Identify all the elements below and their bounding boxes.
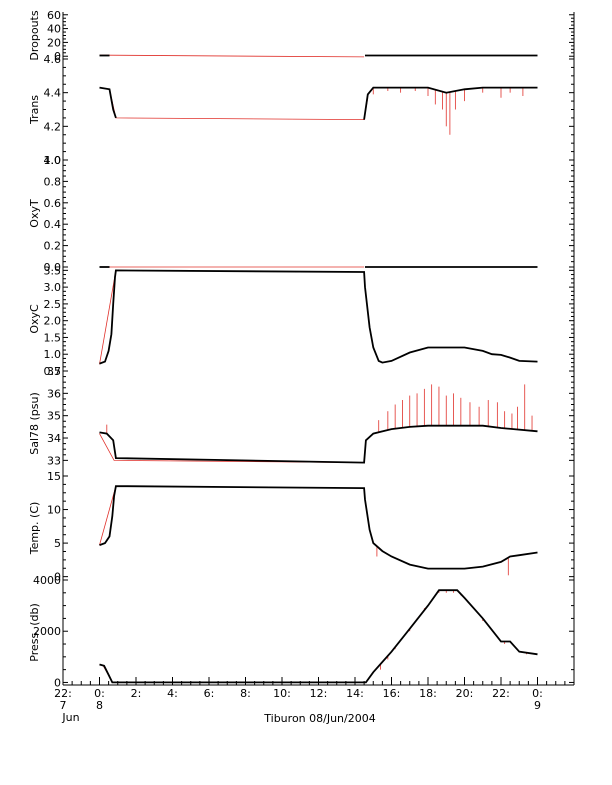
- y-axis-title: OxyC: [28, 304, 41, 334]
- y-tick-label: 0: [54, 50, 61, 63]
- x-tick-label: 4:: [167, 687, 178, 700]
- y-tick-label: 35: [47, 410, 61, 423]
- y-tick-label: 2.5: [44, 298, 62, 311]
- x-tick-sublabel: 7: [60, 699, 67, 712]
- y-tick-label: 2000: [33, 625, 61, 638]
- y-tick-label: 36: [47, 387, 61, 400]
- x-tick-label: 14:: [346, 687, 364, 700]
- y-tick-label: 4.2: [44, 120, 62, 133]
- y-tick-label: 40: [47, 23, 61, 36]
- raw-series-line: [99, 54, 365, 58]
- main-series-line: [99, 86, 117, 119]
- main-series-line: [99, 269, 538, 365]
- y-tick-label: 1.0: [44, 154, 62, 167]
- y-tick-label: 4.6: [44, 53, 62, 66]
- press-panel: 0 2000 4000 Press. (db): [28, 574, 575, 689]
- y-tick-label: 10: [47, 504, 61, 517]
- temp-panel: 0 5 10 15 Temp. (C): [28, 470, 575, 584]
- y-tick-label: 0.0: [44, 261, 62, 274]
- x-tick-label: 10:: [273, 687, 291, 700]
- y-tick-label: 20: [47, 36, 61, 49]
- raw-series-line: [99, 87, 369, 121]
- y-tick-label: 4000: [33, 574, 61, 587]
- main-series-line: [99, 424, 538, 464]
- x-tick-label: 18:: [419, 687, 437, 700]
- y-tick-label: 0.5: [44, 365, 62, 378]
- x-tick-sublabel-month: Jun: [61, 711, 79, 724]
- raw-series-line: [99, 485, 365, 546]
- x-tick-sublabel: 9: [534, 699, 541, 712]
- main-series-line: [99, 589, 538, 684]
- x-tick-label: 0:: [94, 687, 105, 700]
- y-tick-label: 34: [47, 432, 61, 445]
- y-tick-label: 5: [54, 537, 61, 550]
- y-axis-title: OxyT: [28, 199, 41, 228]
- x-tick-label: 22:: [54, 687, 72, 700]
- main-series-line: [99, 485, 538, 570]
- y-tick-label: 1.5: [44, 331, 62, 344]
- oxyt-panel: 0.0 0.2 0.4 0.6 0.8 1.0 OxyT: [28, 154, 575, 274]
- x-tick-label: 6:: [204, 687, 215, 700]
- raw-series-line: [99, 269, 365, 365]
- y-tick-label: 3.5: [44, 264, 62, 277]
- x-tick-label: 0:: [532, 687, 543, 700]
- y-tick-label: 0: [54, 676, 61, 689]
- x-tick-label: 12:: [310, 687, 328, 700]
- x-axis-title: Tiburon 08/Jun/2004: [263, 712, 375, 725]
- y-tick-label: 15: [47, 470, 61, 483]
- main-series-line: [363, 86, 538, 120]
- y-tick-label: 4.4: [44, 87, 62, 100]
- y-tick-label: 0: [54, 571, 61, 584]
- x-tick-label: 2:: [131, 687, 142, 700]
- sal-panel: 33 34 35 36 37 Sal78 (psu): [28, 365, 575, 476]
- panels: 0204060Dropouts4.04.24.44.6Trans0.00.20.…: [28, 9, 575, 689]
- y-tick-label: 0.4: [44, 218, 62, 231]
- y-tick-label: 0.8: [44, 175, 62, 188]
- oxyc-panel: 0.5 1.0 1.5 2.0 2.5 3.0 3.5 OxyC: [28, 264, 575, 378]
- y-tick-label: 4.0: [44, 154, 62, 167]
- y-tick-label: 3.0: [44, 281, 62, 294]
- y-axis-title: Temp. (C): [28, 502, 41, 556]
- y-axis-title: Trans: [28, 95, 41, 125]
- x-tick-label: 20:: [456, 687, 474, 700]
- y-axis-title: Sal78 (psu): [28, 392, 41, 455]
- y-axis-title: Dropouts: [28, 10, 41, 60]
- y-tick-label: 0.2: [44, 240, 62, 253]
- y-axis-title: Press. (db): [28, 603, 41, 662]
- y-tick-label: 0.6: [44, 197, 62, 210]
- y-tick-label: 60: [47, 9, 61, 22]
- x-tick-sublabel: 8: [96, 699, 103, 712]
- y-tick-label: 1.0: [44, 348, 62, 361]
- x-tick-label: 16:: [383, 687, 401, 700]
- y-tick-label: 37: [47, 365, 61, 378]
- y-tick-label: 2.0: [44, 315, 62, 328]
- x-tick-label: 8:: [240, 687, 251, 700]
- x-tick-label: 22:: [492, 687, 510, 700]
- y-tick-label: 33: [47, 454, 61, 467]
- trans-panel: 4.0 4.2 4.4 4.6 Trans: [28, 53, 575, 167]
